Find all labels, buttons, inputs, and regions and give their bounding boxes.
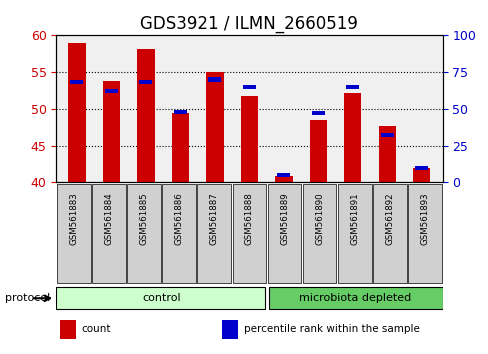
Bar — [137, 48, 154, 182]
Text: GSM561886: GSM561886 — [174, 193, 183, 245]
Bar — [105, 89, 118, 93]
Text: microbiota depleted: microbiota depleted — [298, 293, 410, 303]
Text: GSM561889: GSM561889 — [280, 193, 288, 245]
Bar — [311, 111, 324, 115]
Bar — [171, 113, 189, 182]
Bar — [232, 184, 265, 283]
Bar — [378, 126, 395, 182]
Bar — [268, 287, 442, 309]
Bar — [208, 78, 221, 81]
Title: GDS3921 / ILMN_2660519: GDS3921 / ILMN_2660519 — [140, 15, 358, 33]
Bar — [346, 85, 359, 89]
Text: count: count — [81, 324, 111, 335]
Bar — [240, 96, 258, 182]
Bar — [57, 184, 90, 283]
Bar — [222, 320, 237, 339]
Text: GSM561891: GSM561891 — [349, 193, 359, 245]
Bar — [414, 166, 427, 170]
Bar — [197, 184, 231, 283]
Bar — [174, 110, 186, 114]
Text: GSM561885: GSM561885 — [139, 193, 148, 245]
Bar — [68, 43, 85, 182]
Bar — [127, 184, 161, 283]
Bar — [309, 120, 326, 182]
Bar — [277, 173, 290, 177]
Text: GSM561887: GSM561887 — [209, 193, 218, 245]
Bar — [102, 81, 120, 182]
Bar — [407, 184, 441, 283]
Bar — [344, 93, 361, 182]
Text: GSM561893: GSM561893 — [420, 193, 428, 245]
Bar — [380, 133, 393, 137]
Text: GSM561892: GSM561892 — [385, 193, 393, 245]
Bar — [56, 287, 264, 309]
Bar — [162, 184, 196, 283]
Bar — [372, 184, 406, 283]
Bar — [70, 80, 83, 85]
Bar — [60, 320, 76, 339]
Text: control: control — [142, 293, 181, 303]
Bar — [302, 184, 336, 283]
Bar — [206, 72, 223, 182]
Text: percentile rank within the sample: percentile rank within the sample — [243, 324, 419, 335]
Bar — [92, 184, 125, 283]
Bar — [412, 169, 429, 182]
Text: protocol: protocol — [5, 293, 50, 303]
Bar — [267, 184, 301, 283]
Bar — [139, 80, 152, 85]
Bar — [243, 85, 255, 89]
Bar — [275, 176, 292, 182]
Bar — [337, 184, 371, 283]
Text: GSM561883: GSM561883 — [69, 193, 78, 245]
Text: GSM561884: GSM561884 — [104, 193, 113, 245]
Text: GSM561888: GSM561888 — [244, 193, 253, 245]
Text: GSM561890: GSM561890 — [314, 193, 324, 245]
